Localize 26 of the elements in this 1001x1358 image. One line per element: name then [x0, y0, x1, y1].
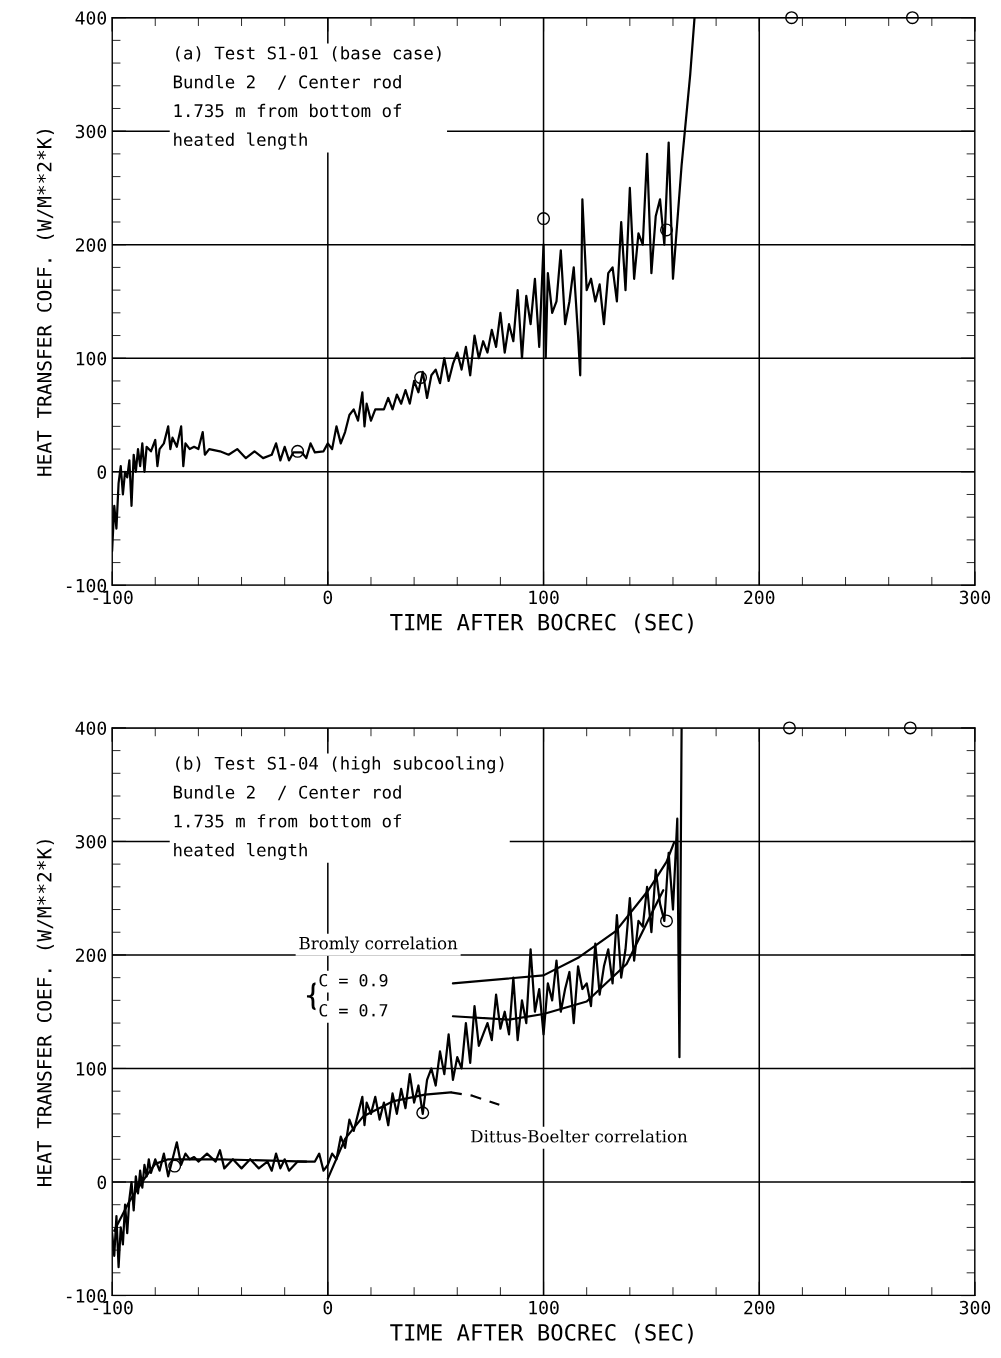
y-axis-title: HEAT TRANSFER COEF. (W/M**2*K) — [36, 840, 54, 1186]
x-axis-title: TIME AFTER BOCREC (SEC) — [390, 613, 693, 634]
x-tick-label: 0 — [323, 1300, 333, 1315]
y-tick-label: 200 — [75, 238, 107, 252]
y-tick-label: 400 — [75, 721, 107, 736]
x-axis-title: TIME AFTER BOCREC (SEC) — [390, 1323, 693, 1344]
y-axis-title: HEAT TRANSFER COEF. (W/M**2*K) — [36, 129, 54, 476]
x-tick-label: 0 — [323, 590, 333, 605]
x-tick-label: 300 — [959, 590, 991, 605]
x-tick-label: 200 — [744, 590, 775, 605]
x-tick-label: 200 — [744, 1300, 775, 1315]
annotation: (a) Test S1-01 (base case) Bundle 2 / Center rod 1.735 m from bottom of heated length — [173, 46, 441, 150]
annotation: Bromly correlation — [299, 936, 458, 953]
y-tick-label: 0 — [97, 465, 107, 479]
annotation: Dittus-Boelter correlation — [471, 1129, 688, 1143]
y-tick-label: 100 — [76, 351, 107, 366]
y-tick-label: 0 — [97, 1175, 107, 1190]
x-tick-label: 300 — [959, 1300, 991, 1315]
y-tick-label: 400 — [75, 11, 107, 25]
y-tick-label: 300 — [75, 124, 107, 139]
x-tick-label: 100 — [529, 1300, 559, 1315]
y-tick-label: 100 — [76, 1061, 107, 1076]
y-tick-label: 200 — [75, 948, 107, 963]
annotation: (b) Test S1-04 (high subcooling) Bundle 2 / Center rod 1.735 m from bottom of heated length — [173, 756, 504, 860]
x-tick-label: 100 — [529, 590, 559, 605]
y-tick-label: 300 — [75, 834, 107, 849]
